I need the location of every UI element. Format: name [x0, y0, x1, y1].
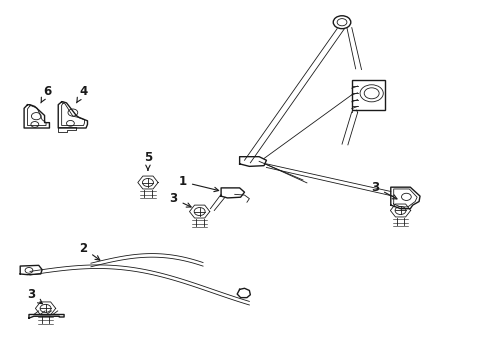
Text: 6: 6 [41, 85, 51, 103]
Text: 3: 3 [27, 288, 42, 304]
Text: 2: 2 [79, 242, 100, 260]
Text: 1: 1 [179, 175, 218, 192]
Bar [351, 80, 384, 110]
Text: 5: 5 [143, 151, 152, 170]
Text: 4: 4 [76, 85, 87, 103]
Text: 3: 3 [370, 181, 396, 199]
Text: 3: 3 [169, 192, 191, 207]
